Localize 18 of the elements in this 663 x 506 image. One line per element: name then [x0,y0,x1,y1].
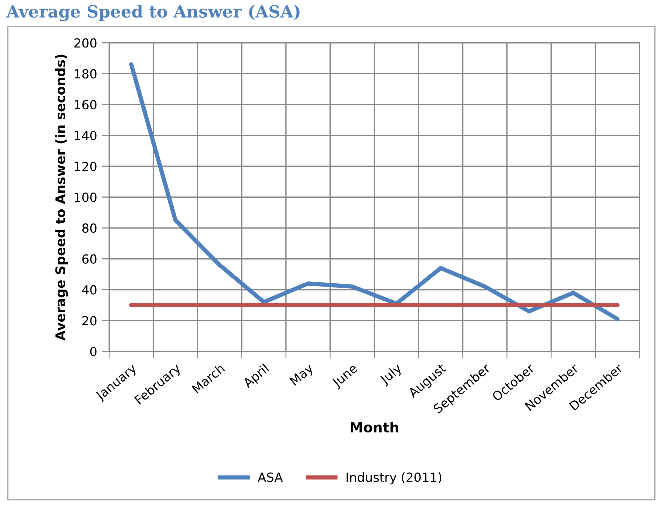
legend-label: ASA [258,472,284,482]
legend-label: Industry (2011) [346,472,442,485]
y-axis-title: Average Speed to Answer (in seconds) [55,54,68,341]
y-tick-label: 60 [82,254,97,264]
y-tick-label: 120 [75,162,97,172]
y-tick-label: 140 [75,131,97,141]
y-tick-label: 200 [74,38,97,48]
y-tick-label: 40 [82,285,97,295]
x-tick-label: May [290,363,316,388]
y-tick-label: 80 [82,224,97,234]
chart-title: Average Speed to Answer (ASA) [6,5,300,22]
y-tick-label: 160 [75,100,97,110]
line-series [129,62,620,322]
y-tick-label: 180 [75,69,97,79]
y-tick-label: 20 [82,316,97,326]
y-tick-label: 0 [90,347,97,357]
y-tick-label: 100 [75,192,97,202]
x-axis-title: Month [350,422,398,433]
